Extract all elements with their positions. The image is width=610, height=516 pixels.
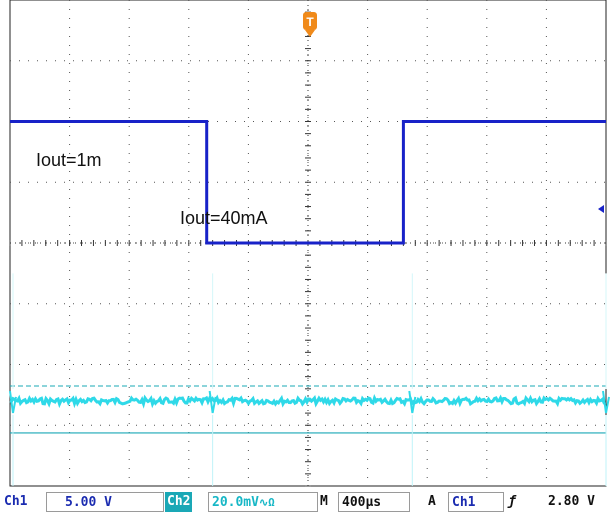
ch2-spike <box>408 390 417 414</box>
trigger-level-arrow <box>598 205 604 213</box>
ch2-trace <box>9 393 606 409</box>
trigger-mode: A <box>428 494 436 509</box>
ch2-label: Ch2 <box>165 492 193 512</box>
ch2-trace-group <box>8 273 610 486</box>
ch2-spike <box>602 390 610 414</box>
ch1-trace <box>10 120 606 245</box>
trigger-channel: Ch1 <box>448 492 504 512</box>
status-bar: Ch1 5.00 V Ch2 20.0mV∿Ω M 400µs A Ch1 ƒ … <box>0 490 610 514</box>
ch1-scale: 5.00 V <box>46 492 164 512</box>
trigger-position-marker: T <box>303 12 317 37</box>
ch2-spike <box>208 390 217 414</box>
trigger-marker-label: T <box>306 15 314 29</box>
annotation-iout-40ma: Iout=40mA <box>180 208 268 228</box>
ch1-label: Ch1 <box>4 494 28 509</box>
ch2-spike <box>8 390 17 414</box>
annotation-iout-1m: Iout=1m <box>36 150 102 170</box>
timebase-scale: 400µs <box>338 492 410 512</box>
timebase-label: M <box>320 494 328 509</box>
ch1-trace-group <box>10 120 606 245</box>
trigger-slope-icon: ƒ <box>508 494 516 509</box>
ch2-scale: 20.0mV∿Ω <box>208 492 318 512</box>
trigger-level: 2.80 V <box>548 494 595 509</box>
